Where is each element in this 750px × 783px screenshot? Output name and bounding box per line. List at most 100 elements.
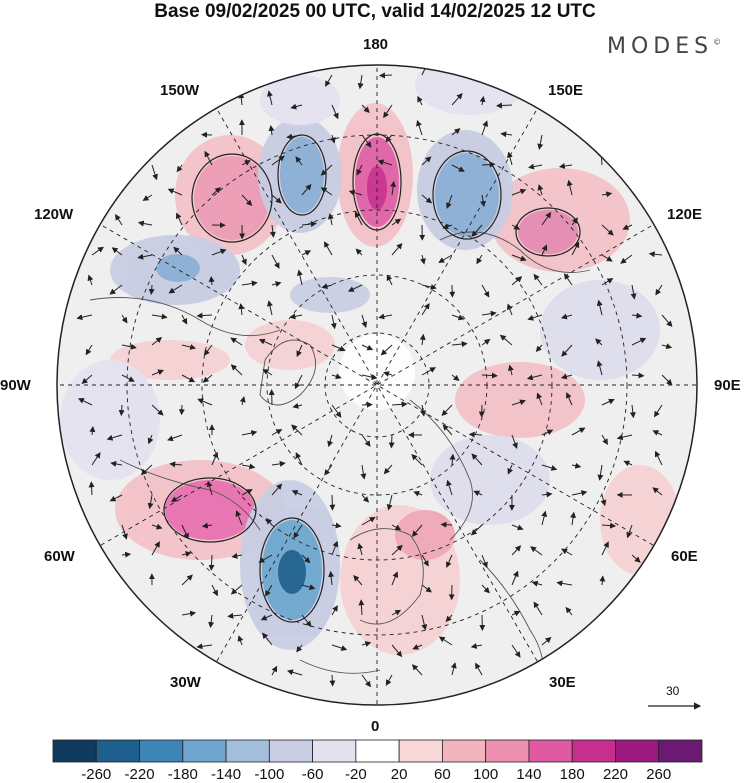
wind-vector [537, 134, 544, 150]
wind-vector [147, 494, 154, 510]
wind-vector [481, 338, 491, 346]
colorbar-tick-label: -60 [301, 766, 324, 783]
wind-vector [391, 544, 403, 556]
wind-vector [481, 554, 488, 569]
wind-vector [473, 490, 483, 497]
wind-vector [331, 344, 346, 352]
wind-vector [533, 273, 543, 286]
wind-vector [391, 609, 402, 616]
wind-vector [541, 636, 552, 646]
wind-vector [438, 254, 453, 263]
wind-vector [661, 343, 673, 350]
colorbar-swatch [571, 739, 616, 763]
wind-vector [380, 344, 393, 356]
wind-vector [507, 464, 514, 475]
lon-label-150e: 150E [548, 82, 584, 99]
wind-vector [385, 134, 393, 143]
wind-vector [121, 343, 137, 350]
wind-vector [480, 194, 487, 208]
wind-vector [142, 194, 153, 201]
wind-vector [347, 284, 363, 292]
colorbar-swatch [355, 739, 400, 763]
wind-vector [265, 518, 273, 526]
wind-vector [296, 269, 303, 286]
wind-vector [327, 434, 333, 448]
wind-vector [301, 614, 312, 628]
wind-vector [481, 584, 490, 594]
wind-vector [121, 314, 128, 324]
wind-vector [533, 601, 543, 616]
wind-vector [541, 211, 552, 226]
wind-vector [438, 636, 453, 646]
colorbar-tick-label: -20 [345, 766, 367, 783]
wind-vector [385, 674, 393, 686]
wind-vector [237, 635, 244, 646]
wind-vector [293, 524, 303, 539]
wind-vector [167, 434, 183, 442]
wind-vector [421, 302, 430, 316]
wind-vector [77, 398, 93, 406]
colorbar-tick-label: 100 [473, 766, 499, 783]
wind-vector [271, 429, 283, 436]
wind-vector [442, 223, 453, 230]
lon-label-30e: 30E [549, 674, 576, 691]
wind-vector [106, 434, 123, 441]
wind-vector [357, 542, 364, 556]
colorbar-swatch [312, 739, 357, 763]
wind-vector [301, 554, 311, 564]
wind-vector [661, 314, 673, 328]
wind-vector [655, 284, 663, 296]
wind-vector [181, 574, 193, 586]
wind-vector [181, 551, 192, 558]
wind-vector [115, 214, 123, 226]
wind-vector [296, 344, 303, 358]
lon-label-150w: 150W [160, 82, 200, 99]
wind-vector [151, 336, 163, 346]
lon-label-90e: 90E [714, 377, 741, 394]
wind-vector [151, 369, 165, 376]
wind-vector [511, 399, 526, 406]
wind-vector [356, 164, 363, 176]
wind-vector [379, 72, 393, 79]
wind-vector [388, 434, 395, 449]
wind-vector [291, 424, 303, 436]
wind-vector [181, 610, 197, 617]
wind-vector [481, 120, 489, 136]
wind-vector [201, 522, 213, 529]
wind-vector [601, 398, 615, 406]
wind-vector [383, 464, 393, 475]
wind-vector [196, 312, 213, 319]
wind-vector [511, 545, 522, 556]
wind-vector [383, 371, 393, 377]
wind-vector [361, 314, 368, 328]
wind-vector [208, 554, 215, 571]
wind-vector [541, 244, 548, 256]
wind-vector [648, 251, 663, 258]
wind-vector [330, 314, 337, 330]
wind-vector [571, 217, 579, 226]
wind-vector [329, 494, 336, 511]
wind-vector [411, 453, 423, 466]
colorbar-swatch [528, 739, 573, 763]
wind-vector [206, 480, 213, 496]
wind-vector [386, 274, 393, 286]
wind-vector [445, 554, 453, 568]
wind-vector [361, 104, 370, 114]
wind-vector [661, 374, 673, 386]
wind-vector [148, 284, 155, 295]
wind-vector [260, 614, 273, 621]
wind-vector [204, 150, 213, 166]
colorbar-tick-label: 60 [434, 766, 451, 783]
wind-vector [511, 434, 518, 449]
wind-vector [91, 246, 104, 256]
wind-vector [445, 614, 453, 623]
colorbar-tick-label: 20 [390, 766, 408, 783]
wind-vector [230, 364, 243, 376]
wind-vector [358, 599, 365, 616]
wind-vector [241, 489, 253, 496]
wind-vector [446, 194, 453, 209]
wind-vector [421, 554, 429, 567]
wind-vector [631, 372, 645, 379]
wind-vector [596, 360, 603, 376]
